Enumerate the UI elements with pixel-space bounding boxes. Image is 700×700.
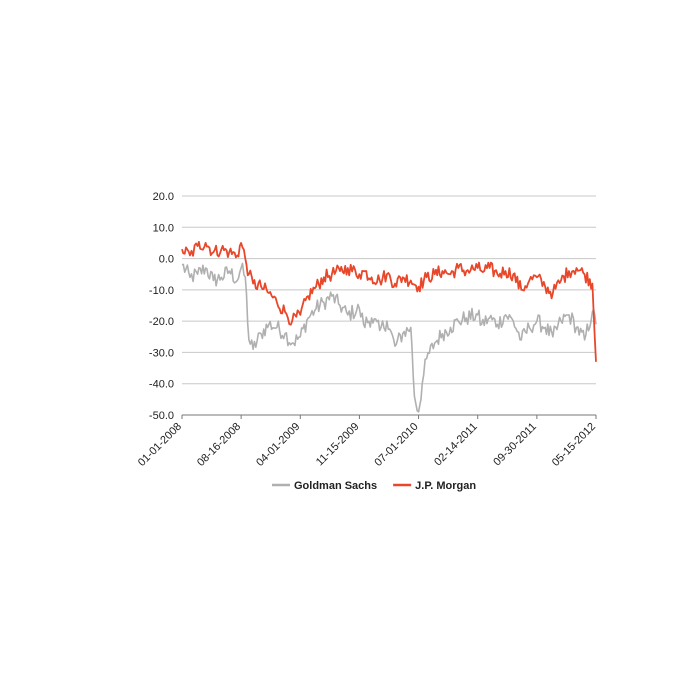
x-tick-label: 08-16-2008 — [195, 421, 243, 469]
y-tick-label: -30.0 — [149, 347, 174, 359]
x-axis-ticks: 01-01-2008 08-16-2008 04-01-2009 11-15-2009… — [136, 415, 598, 469]
x-tick-label: 07-01-2010 — [372, 421, 420, 469]
y-tick-label: 20.0 — [153, 191, 174, 203]
gridlines — [182, 195, 596, 416]
y-tick-label: -50.0 — [149, 410, 174, 422]
y-tick-label: 10.0 — [153, 222, 174, 234]
x-tick-label: 04-01-2009 — [254, 421, 302, 469]
y-tick-label: -10.0 — [149, 285, 174, 297]
y-tick-label: -40.0 — [149, 379, 174, 391]
legend: Goldman Sachs J.P. Morgan — [272, 480, 476, 492]
x-tick-label: 01-01-2008 — [136, 421, 184, 469]
y-tick-label: -20.0 — [149, 316, 174, 328]
x-tick-label: 09-30-2011 — [491, 421, 539, 469]
y-tick-label: 0.0 — [159, 254, 174, 266]
y-axis-ticks: 20.0 10.0 0.0 -10.0 -20.0 -30.0 -40.0 -50.0 — [149, 191, 174, 422]
legend-label: Goldman Sachs — [294, 480, 377, 492]
legend-label: J.P. Morgan — [415, 480, 476, 492]
x-tick-label: 11-15-2009 — [314, 421, 362, 469]
x-tick-label: 05-15-2012 — [550, 421, 598, 469]
x-tick-label: 02-14-2011 — [432, 421, 480, 469]
series-lines — [181, 240, 597, 413]
series-line-goldman-sachs — [181, 262, 597, 413]
series-line-jp-morgan — [181, 240, 597, 362]
